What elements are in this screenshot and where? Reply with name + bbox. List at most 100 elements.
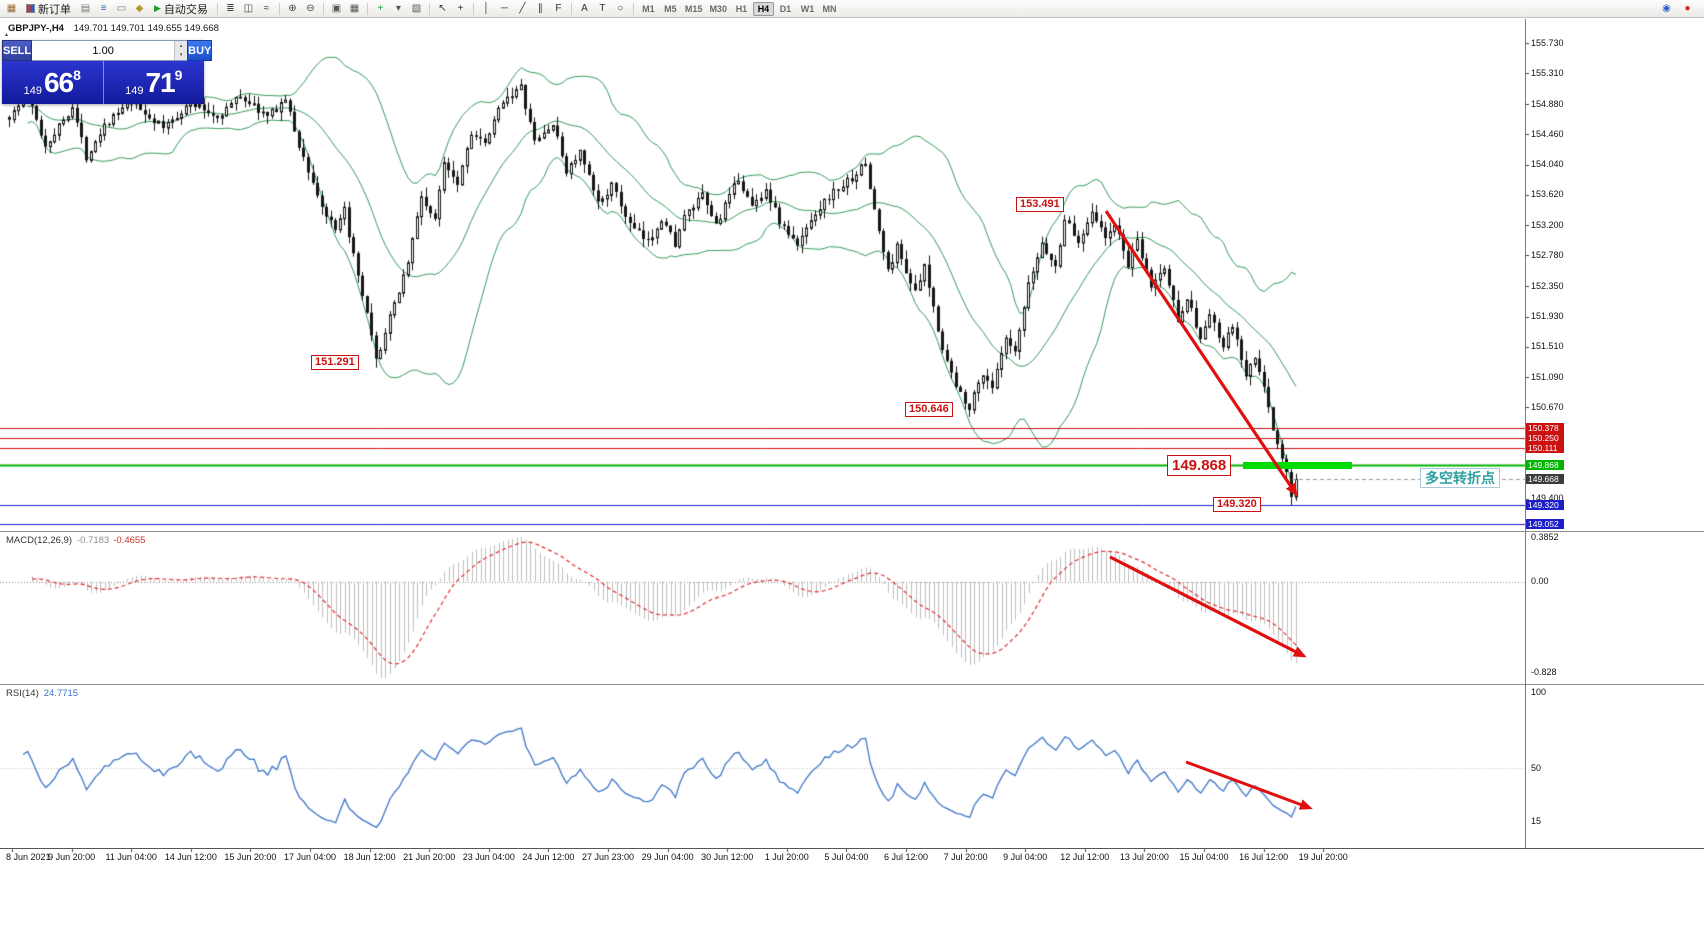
tile-windows-icon: ▣: [331, 2, 342, 14]
tile-windows-icon[interactable]: ▣: [328, 1, 345, 17]
zoom-out-icon[interactable]: ⊖: [302, 1, 319, 17]
text-icon[interactable]: A: [576, 1, 593, 17]
rsi-name: RSI(14): [6, 688, 39, 699]
cursor-icon[interactable]: ↖: [434, 1, 451, 17]
price-label-annotation[interactable]: 150.646: [905, 401, 953, 417]
volume-decrease-button[interactable]: ▾: [175, 50, 188, 60]
mql5-community-icon: ◉: [1662, 2, 1671, 14]
text-icon: A: [581, 2, 588, 14]
time-label: 14 Jun 12:00: [164, 852, 217, 862]
autotrading-play-icon: ▶: [154, 3, 161, 13]
channel-icon: ∥: [537, 2, 543, 14]
new-order-button[interactable]: 新订单: [21, 1, 76, 17]
time-label: 1 Jul 20:00: [764, 852, 809, 862]
buy-button[interactable]: BUY: [187, 40, 213, 61]
channel-icon[interactable]: ∥: [532, 1, 549, 17]
navigator-icon[interactable]: ◆: [131, 1, 148, 17]
sell-price-prefix: 149: [23, 85, 42, 97]
candlestick-chart-icon: ◫: [243, 2, 254, 14]
bar-chart-icon[interactable]: ≣: [222, 1, 239, 17]
crosshair-icon[interactable]: +: [452, 1, 469, 17]
timeframe-h4-button[interactable]: H4: [752, 1, 774, 16]
turning-point-label[interactable]: 多空转折点: [1420, 468, 1500, 488]
time-label: 16 Jul 12:00: [1239, 852, 1289, 862]
price-scale-separator: [1525, 19, 1526, 848]
timeframe-h1-button[interactable]: H1: [731, 2, 752, 16]
symbol-header: GBPJPY-,H4 149.701 149.701 149.655 149.6…: [8, 23, 219, 34]
macd-main-value: -0.7183: [77, 535, 110, 546]
toolbar-separator: [632, 2, 634, 15]
text-label-icon[interactable]: T: [594, 1, 611, 17]
timeframe-m1-button[interactable]: M1: [638, 2, 659, 16]
entry-highlight-bar[interactable]: [1243, 461, 1352, 469]
timeframe-m15-button[interactable]: M15: [682, 2, 706, 16]
rsi-panel-separator[interactable]: [0, 684, 1704, 685]
time-label: 8 Jun 2021: [6, 852, 51, 862]
one-click-collapse-icon[interactable]: ▴: [5, 32, 9, 38]
timeframe-m5-button[interactable]: M5: [660, 2, 681, 16]
new-chart-icon[interactable]: ▦: [3, 1, 20, 17]
volume-increase-button[interactable]: ▴: [175, 41, 188, 51]
candlestick-chart-icon[interactable]: ◫: [240, 1, 257, 17]
autotrading-button[interactable]: ▶ 自动交易: [149, 1, 213, 17]
arrows-icon[interactable]: ○: [612, 1, 629, 17]
time-label: 17 Jun 04:00: [283, 852, 337, 862]
horizontal-line-icon[interactable]: ─: [496, 1, 513, 17]
time-label: 29 Jun 04:00: [641, 852, 694, 862]
navigator-icon: ◆: [135, 2, 144, 14]
auto-arrange-icon[interactable]: ▦: [346, 1, 363, 17]
fibonacci-icon: F: [555, 2, 562, 14]
toolbar-separator: [428, 2, 430, 15]
timeframe-d1-button[interactable]: D1: [775, 2, 796, 16]
sell-button[interactable]: SELL: [2, 40, 33, 61]
macd-signal-value: -0.4655: [113, 535, 146, 546]
time-label: 7 Jul 20:00: [943, 852, 988, 862]
templates-icon: ▧: [411, 2, 422, 14]
trendline-icon[interactable]: ╱: [514, 1, 531, 17]
notifications-icon[interactable]: ●: [1679, 1, 1696, 17]
volume-input[interactable]: [32, 41, 175, 60]
time-label: 21 Jun 20:00: [403, 852, 456, 862]
price-label-annotation[interactable]: 149.868: [1167, 454, 1232, 476]
price-label-annotation[interactable]: 151.291: [311, 355, 359, 371]
periods-icon: ▾: [395, 2, 401, 14]
time-axis[interactable]: 8 Jun 2021 9 Jun 20:00 11 Jun 04:00 14 Jun …: [0, 852, 1704, 866]
timeframe-w1-button[interactable]: W1: [797, 2, 818, 16]
horizontal-line-icon: ─: [500, 2, 508, 14]
buy-price-big: 71: [145, 66, 175, 98]
toolbar-separator: [216, 2, 218, 15]
buy-price-sup: 9: [174, 67, 183, 83]
time-label: 30 Jun 12:00: [701, 852, 754, 862]
market-watch-icon[interactable]: ≡: [95, 1, 112, 17]
volume-field: ▴ ▾: [32, 40, 188, 61]
new-order-icon: [26, 4, 35, 13]
time-label: 24 Jun 12:00: [522, 852, 575, 862]
indicators-icon: +: [377, 2, 384, 14]
vertical-line-icon[interactable]: │: [478, 1, 495, 17]
macd-panel-separator[interactable]: [0, 531, 1704, 532]
indicators-icon[interactable]: +: [372, 1, 389, 17]
zoom-in-icon[interactable]: ⊕: [284, 1, 301, 17]
timeframe-m30-button[interactable]: M30: [706, 2, 730, 16]
periods-icon[interactable]: ▾: [390, 1, 407, 17]
fibonacci-icon[interactable]: F: [550, 1, 567, 17]
line-chart-icon: ≈: [263, 2, 270, 14]
mql5-community-icon[interactable]: ◉: [1658, 1, 1675, 17]
line-chart-icon[interactable]: ≈: [258, 1, 275, 17]
time-label: 5 Jul 04:00: [824, 852, 869, 862]
time-label: 23 Jun 04:00: [462, 852, 515, 862]
toolbar-separator: [278, 2, 280, 15]
vertical-line-icon: │: [483, 2, 490, 14]
profiles-icon[interactable]: ▤: [77, 1, 94, 17]
timeframe-toolbar: M1 M5 M15 M30 H1 H4 D1 W1 MN: [638, 1, 840, 16]
sell-price-display[interactable]: 149 66 8: [2, 61, 104, 104]
templates-icon[interactable]: ▧: [408, 1, 425, 17]
symbol-ohlc-values: 149.701 149.701 149.655 149.668: [73, 23, 219, 34]
buy-price-display[interactable]: 149 71 9: [104, 61, 205, 104]
timeframe-mn-button[interactable]: MN: [819, 2, 840, 16]
price-label-annotation[interactable]: 149.320: [1213, 497, 1261, 513]
data-window-icon[interactable]: ▭: [113, 1, 130, 17]
price-label-annotation[interactable]: 153.491: [1016, 196, 1064, 212]
